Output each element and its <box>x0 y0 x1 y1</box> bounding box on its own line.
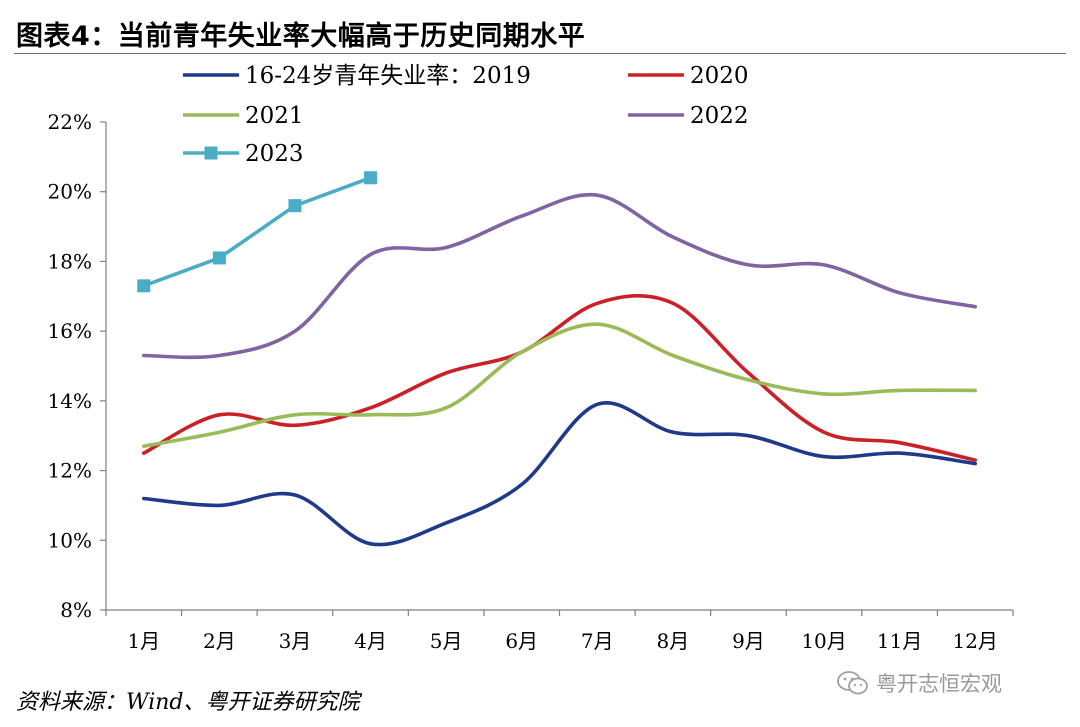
legend-marker <box>204 146 218 160</box>
series-line <box>142 176 373 288</box>
x-tick-label: 11月 <box>877 629 922 653</box>
chart-title: 图表4：当前青年失业率大幅高于历史同期水平 <box>16 21 586 52</box>
y-tick-label: 14% <box>48 389 92 413</box>
y-tick-label: 12% <box>48 459 92 483</box>
source-note: 资料来源：Wind、粤开证券研究院 <box>16 690 360 715</box>
legend-label: 2023 <box>245 141 304 167</box>
x-tick-label: 7月 <box>581 629 614 653</box>
y-tick-label: 10% <box>48 528 92 552</box>
series-marker <box>288 199 302 213</box>
x-tick-label: 4月 <box>354 629 387 653</box>
chart-series-lines <box>137 171 977 547</box>
y-tick-label: 18% <box>48 249 92 273</box>
x-tick-label: 9月 <box>732 629 765 653</box>
wechat-icon <box>836 670 870 696</box>
x-tick-label: 2月 <box>203 629 236 653</box>
x-tick-label: 12月 <box>952 629 997 653</box>
watermark: 粤开志恒宏观 <box>836 668 1002 698</box>
chart-legend: 16-24岁青年失业率：2019 2020 2021 2022 2023 <box>183 63 749 167</box>
y-tick-label: 16% <box>48 319 92 343</box>
line-chart: 8% 10% 12% 14% 16% 18% 20% 22% 1月 2月 3月 4月 5月 6月 7月 8月 9… <box>48 63 1014 653</box>
chart-axes: 8% 10% 12% 14% 16% 18% 20% 22% 1月 2月 3月 4月 5月 6月 7月 8月 9… <box>48 110 1014 653</box>
legend-label: 2022 <box>690 103 749 129</box>
x-tick-label: 8月 <box>657 629 690 653</box>
x-tick-label: 3月 <box>279 629 312 653</box>
series-marker <box>364 171 378 185</box>
y-tick-label: 22% <box>48 110 92 134</box>
watermark-text: 粤开志恒宏观 <box>876 672 1002 696</box>
y-tick-label: 20% <box>48 180 92 204</box>
x-tick-label: 6月 <box>505 629 538 653</box>
y-tick-label: 8% <box>60 598 92 622</box>
legend-label: 2020 <box>690 63 749 89</box>
series-line <box>142 293 977 462</box>
series-line <box>142 192 977 360</box>
legend-label: 2021 <box>245 103 304 129</box>
series-line <box>142 322 977 448</box>
legend-label: 16-24岁青年失业率：2019 <box>245 63 531 89</box>
series-marker <box>212 251 226 265</box>
title-divider <box>14 53 1066 54</box>
x-tick-label: 1月 <box>127 629 160 653</box>
series-marker <box>137 279 151 293</box>
x-tick-label: 5月 <box>430 629 463 653</box>
series-line <box>142 401 977 547</box>
x-tick-label: 10月 <box>801 629 846 653</box>
